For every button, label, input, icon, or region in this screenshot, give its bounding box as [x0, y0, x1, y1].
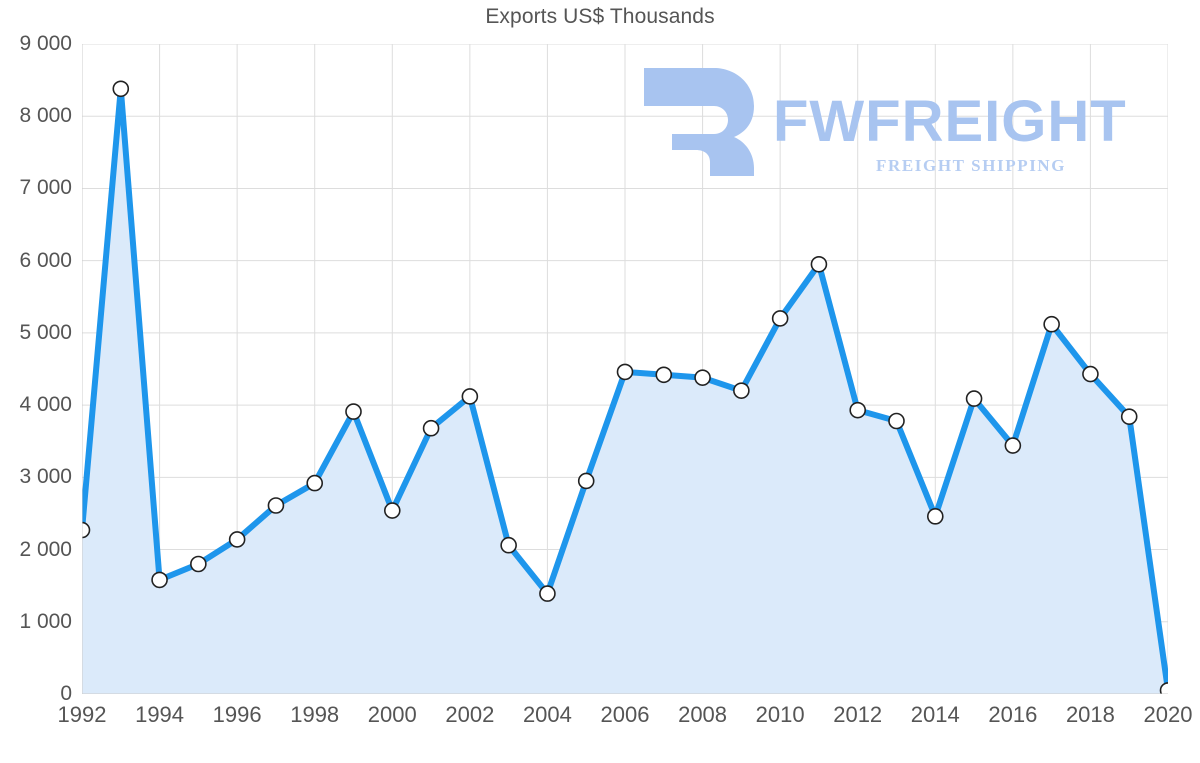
x-axis-tick-label: 2016 [988, 702, 1038, 727]
y-axis-tick-label: 4 000 [19, 393, 72, 417]
x-axis-tick-label: 1996 [212, 702, 262, 727]
y-axis-tick-label: 9 000 [19, 32, 72, 55]
x-axis-tick-label: 2000 [367, 702, 417, 727]
data-point-marker[interactable] [461, 388, 479, 405]
data-point-marker[interactable] [345, 403, 362, 420]
data-point-marker[interactable] [112, 80, 130, 98]
data-point-marker[interactable] [306, 474, 324, 492]
x-axis-tick-label: 2018 [1065, 702, 1115, 727]
data-point-marker[interactable] [965, 390, 983, 407]
area-fill [82, 88, 1168, 694]
y-axis-tick-label: 7 000 [19, 176, 72, 200]
data-point-marker[interactable] [616, 363, 634, 381]
data-point-marker[interactable] [694, 369, 711, 386]
x-axis-tick-label: 2014 [910, 702, 960, 727]
x-axis-tick-label: 2006 [600, 702, 650, 727]
x-axis-tick-label: 2010 [755, 702, 805, 727]
data-point-marker[interactable] [1004, 437, 1022, 454]
y-axis-tick-label: 5 000 [19, 320, 72, 344]
data-point-marker[interactable] [539, 585, 556, 602]
data-point-marker[interactable] [500, 536, 517, 554]
data-point-marker[interactable] [771, 310, 789, 327]
data-point-marker[interactable] [1159, 682, 1169, 694]
data-point-marker[interactable] [151, 571, 168, 589]
y-axis-tick-label: 1 000 [19, 609, 72, 633]
y-axis-tick-label: 2 000 [19, 537, 72, 561]
x-axis-tick-label: 2012 [833, 702, 883, 727]
data-point-markers [82, 80, 1169, 694]
data-point-marker[interactable] [810, 255, 828, 273]
data-point-marker[interactable] [422, 419, 440, 437]
y-axis-tick-label: 0 [60, 682, 72, 705]
data-point-marker[interactable] [655, 366, 673, 384]
x-axis-tick-label: 2020 [1143, 702, 1193, 727]
data-point-marker[interactable] [1043, 315, 1060, 333]
data-point-marker[interactable] [383, 502, 401, 519]
data-point-marker[interactable] [733, 382, 750, 399]
data-point-marker[interactable] [577, 472, 595, 490]
x-axis-tick-label: 1998 [290, 702, 340, 727]
data-point-marker[interactable] [1120, 408, 1138, 425]
data-point-marker[interactable] [190, 555, 207, 573]
data-point-marker[interactable] [1082, 365, 1099, 383]
y-axis-tick-label: 8 000 [19, 104, 72, 128]
data-point-marker[interactable] [228, 531, 246, 548]
data-point-marker[interactable] [926, 508, 944, 525]
data-point-marker[interactable] [267, 497, 285, 514]
x-axis-tick-label: 2004 [522, 702, 572, 727]
data-point-marker[interactable] [82, 521, 91, 539]
x-axis-tick-label: 2002 [445, 702, 495, 727]
y-axis-tick-label: 3 000 [19, 465, 72, 489]
page-title: Exports US$ Thousands [485, 5, 715, 28]
x-axis-tick-label: 2008 [678, 702, 728, 727]
data-point-marker[interactable] [888, 412, 905, 430]
x-axis-tick-label: 1992 [57, 702, 107, 727]
y-axis-tick-label: 6 000 [19, 248, 72, 272]
x-axis-tick-label: 1994 [135, 702, 185, 727]
plot-area [82, 44, 1168, 694]
data-point-marker[interactable] [849, 401, 867, 419]
